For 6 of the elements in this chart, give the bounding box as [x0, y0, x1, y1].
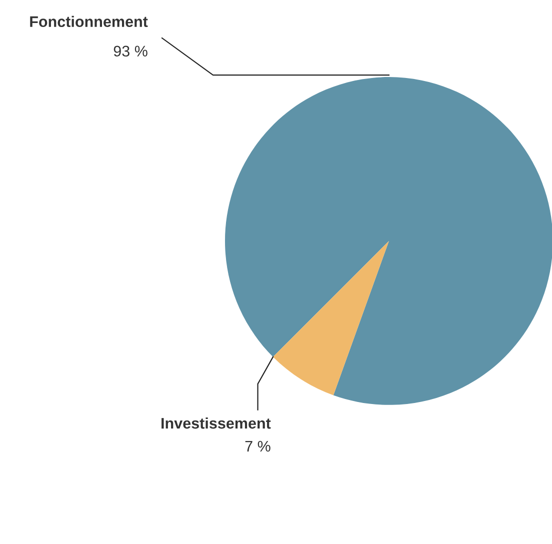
- data-label: 93 %: [114, 46, 148, 57]
- pie-slice: [225, 77, 552, 405]
- pie-slice: [273, 240, 389, 396]
- slice-label: Fonctionnement: [30, 16, 148, 28]
- slice-label: Investissement: [162, 417, 271, 429]
- data-label: 7 %: [245, 440, 270, 452]
